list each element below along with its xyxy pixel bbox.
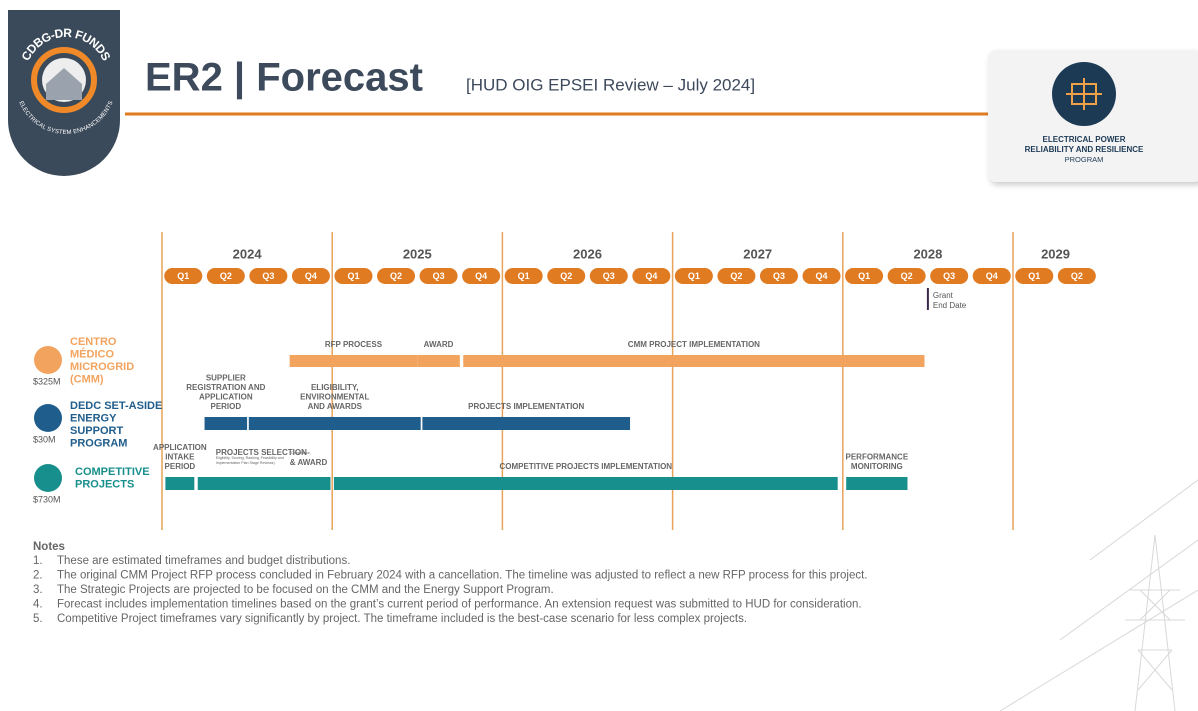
program-name: COMPETITIVE [75, 466, 150, 478]
quarter-label: Q4 [986, 271, 998, 281]
phase-label: & AWARD [290, 458, 328, 467]
phase-label: PERIOD [210, 402, 241, 411]
program-name: SUPPORT [70, 425, 123, 437]
quarter-label: Q1 [858, 271, 870, 281]
quarter-label: Q2 [560, 271, 572, 281]
quarter-label: Q1 [177, 271, 189, 281]
phase-label: APPLICATION [199, 393, 253, 402]
phase-label: AWARD [424, 340, 454, 349]
program-name: (CMM) [70, 373, 104, 385]
phase-bar [198, 477, 331, 490]
quarter-label: Q4 [475, 271, 487, 281]
program-name: PROGRAM [70, 437, 127, 449]
program-name: MÉDICO [70, 347, 114, 360]
phase-bar [290, 355, 418, 367]
quarter-label: Q2 [390, 271, 402, 281]
year-label: 2024 [233, 246, 263, 261]
program-box-line: PROGRAM [1065, 155, 1104, 164]
grant-end-label: Grant [933, 291, 954, 300]
program-dot [34, 346, 62, 374]
program-budget: $730M [33, 494, 61, 504]
phase-label: APPLICATION [153, 443, 207, 452]
year-label: 2025 [403, 246, 432, 261]
title: ER2 | Forecast [145, 56, 423, 100]
phase-detail: (Compliance, [290, 451, 311, 455]
phase-bar [249, 417, 421, 430]
note-text: The original CMM Project RFP process con… [57, 570, 868, 582]
phase-detail: Implementation Plan Stage Reviews) [216, 461, 275, 465]
note-text: These are estimated timeframes and budge… [57, 555, 350, 567]
phase-bar [205, 417, 248, 430]
quarter-label: Q3 [603, 271, 615, 281]
program-box-line: ELECTRICAL POWER [1043, 135, 1126, 144]
notes: Notes 1. These are estimated timeframes an… [33, 541, 868, 625]
program-name: DEDC SET-ASIDE [70, 400, 162, 412]
notes-heading: Notes [33, 541, 65, 553]
phase-label: PERIOD [165, 462, 196, 471]
phase-label: MONITORING [851, 462, 903, 471]
phase-label: INTAKE [165, 453, 195, 462]
quarter-label: Q2 [1071, 271, 1083, 281]
program-name: CENTRO [70, 336, 117, 348]
quarter-label: Q1 [1028, 271, 1040, 281]
year-label: 2028 [913, 246, 942, 261]
quarter-label: Q1 [688, 271, 700, 281]
phase-label: CMM PROJECT IMPLEMENTATION [628, 340, 760, 349]
phase-label: RFP PROCESS [325, 340, 383, 349]
program-box-line: RELIABILITY AND RESILIENCE [1025, 145, 1144, 154]
program-dot [34, 464, 62, 492]
quarter-label: Q1 [518, 271, 530, 281]
logo: CDBG-DR FUNDS ELECTRICAL SYSTEM ENHANCEM… [8, 10, 120, 176]
phase-detail: Eligibility, Scoring, Ranking, Feasibili… [216, 456, 284, 460]
program-name: MICROGRID [70, 361, 134, 373]
phase-bar [165, 477, 194, 490]
program-name: PROJECTS [75, 478, 134, 490]
timeline: 2024 Q1 Q2 Q3 Q4 2025 Q1 Q2 Q3 Q4 2026 Q1 Q2 Q3 Q4 2027… [33, 232, 1096, 530]
note-text: Forecast includes implementation timelin… [57, 599, 862, 611]
phase-bar [417, 355, 460, 367]
program-dot [34, 404, 62, 432]
phase-label: PROJECTS IMPLEMENTATION [468, 402, 584, 411]
phase-bar [422, 417, 630, 430]
quarter-label: Q3 [773, 271, 785, 281]
program-budget: $325M [33, 376, 61, 386]
quarter-label: Q4 [816, 271, 828, 281]
slide: CDBG-DR FUNDS ELECTRICAL SYSTEM ENHANCEM… [0, 0, 1198, 711]
phase-label: REGISTRATION AND [186, 383, 265, 392]
grant-end-label: End Date [933, 301, 967, 310]
quarter-label: Q1 [347, 271, 359, 281]
subtitle: [HUD OIG EPSEI Review – July 2024] [466, 75, 755, 94]
note-number: 5. [33, 613, 43, 625]
phase-bar [334, 477, 838, 490]
phase-label: SUPPLIER [206, 374, 246, 383]
quarter-label: Q3 [433, 271, 445, 281]
phase-label: ENVIRONMENTAL [300, 393, 369, 402]
phase-label: COMPETITIVE PROJECTS IMPLEMENTATION [499, 462, 672, 471]
year-label: 2027 [743, 246, 772, 261]
note-text: The Strategic Projects are projected to … [57, 584, 554, 596]
quarter-label: Q2 [901, 271, 913, 281]
phase-label: AND AWARDS [308, 402, 363, 411]
program-name: ENERGY [70, 412, 117, 424]
quarter-label: Q3 [262, 271, 274, 281]
quarter-label: Q4 [305, 271, 317, 281]
year-label: 2029 [1041, 246, 1070, 261]
phase-label: ELIGIBILITY, [311, 383, 359, 392]
phase-label: PERFORMANCE [846, 453, 909, 462]
quarter-label: Q2 [730, 271, 742, 281]
note-number: 3. [33, 584, 43, 596]
year-label: 2026 [573, 246, 602, 261]
tower [1000, 480, 1198, 711]
note-number: 1. [33, 555, 43, 567]
quarter-label: Q3 [943, 271, 955, 281]
note-number: 4. [33, 599, 43, 611]
phase-bar [846, 477, 907, 490]
note-text: Competitive Project timeframes vary sign… [57, 613, 747, 625]
phase-bar [463, 355, 924, 367]
quarter-label: Q2 [220, 271, 232, 281]
program-budget: $30M [33, 434, 56, 444]
quarter-label: Q4 [645, 271, 657, 281]
note-number: 2. [33, 570, 43, 582]
